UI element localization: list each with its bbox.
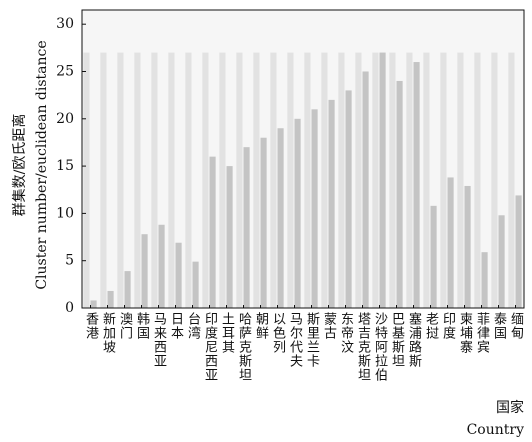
- x-tick-label: 韩国: [134, 312, 150, 340]
- bar: [474, 52, 481, 309]
- x-tick-label: 马来西亚: [151, 312, 167, 368]
- bar: [362, 71, 369, 308]
- bar: [481, 252, 488, 308]
- bar: [107, 290, 114, 308]
- x-axis-label: Country: [467, 422, 524, 438]
- x-tick-label: 东帝汶: [338, 312, 354, 354]
- y-tick-label: 25: [56, 63, 74, 79]
- x-tick-label: 沙特阿拉伯: [372, 312, 388, 382]
- x-tick-label: 缅甸: [508, 312, 524, 340]
- bar: [185, 52, 192, 309]
- bar: [491, 52, 498, 309]
- x-tick-label: 新加坡: [100, 311, 116, 354]
- x-tick-label: 香港: [83, 312, 99, 340]
- x-tick-label: 以色列: [270, 312, 286, 354]
- bar: [338, 52, 345, 309]
- bar: [226, 166, 233, 308]
- y-axis-label: 群集数/欧氏距离: [11, 114, 28, 217]
- bar: [151, 52, 158, 309]
- bar: [236, 52, 243, 309]
- bar: [134, 52, 141, 309]
- bar: [389, 52, 396, 309]
- bar: [498, 215, 505, 308]
- x-tick-label: 澳门: [117, 311, 133, 340]
- y-tick-label: 20: [56, 111, 74, 127]
- bar: [304, 52, 311, 309]
- x-tick-label: 斯里兰卡: [304, 312, 320, 368]
- bar: [440, 52, 447, 309]
- bar: [413, 62, 420, 309]
- x-tick-label: 蒙古: [321, 312, 337, 340]
- bar: [219, 52, 226, 309]
- bar: [175, 242, 182, 308]
- bar: [321, 52, 328, 309]
- bar: [124, 271, 131, 308]
- bar: [311, 109, 318, 308]
- bar: [379, 52, 386, 309]
- bar: [90, 300, 97, 308]
- bar: [192, 261, 199, 308]
- y-tick-label: 30: [56, 16, 74, 32]
- bar: [372, 52, 379, 309]
- x-tick-label: 菲律宾: [474, 312, 490, 354]
- bar: [117, 52, 124, 309]
- bar: [328, 99, 335, 308]
- bar: [253, 52, 260, 309]
- x-tick-label: 塔吉克斯坦: [355, 312, 371, 382]
- y-tick-label: 15: [56, 158, 74, 174]
- bar: [277, 128, 284, 308]
- x-tick-label: 巴基斯坦: [389, 312, 405, 368]
- x-tick-label: 马尔代夫: [287, 312, 303, 368]
- bar: [270, 52, 277, 309]
- bar: [355, 52, 362, 309]
- x-tick-label: 印度: [440, 312, 456, 340]
- x-tick-label: 朝鲜: [253, 312, 269, 340]
- bar: [457, 52, 464, 309]
- bar: [243, 147, 250, 308]
- bar: [508, 52, 515, 309]
- bar: [83, 52, 90, 309]
- x-tick-label: 台湾: [185, 312, 201, 340]
- x-tick-label: 泰国: [491, 312, 507, 340]
- x-tick-label: 塞浦路斯: [406, 311, 422, 368]
- plot-frame: [81, 9, 525, 309]
- bar: [287, 52, 294, 309]
- x-tick-label: 印度尼西亚: [202, 312, 218, 382]
- bar: [430, 205, 437, 308]
- bar: [202, 52, 209, 309]
- x-tick-label: 日本: [168, 312, 184, 340]
- bar: [209, 156, 216, 308]
- bar: [464, 185, 471, 308]
- bar: [396, 80, 403, 308]
- y-axis-label: Cluster number/euclidean distance: [34, 40, 50, 289]
- bar: [345, 90, 352, 309]
- bar: [294, 118, 301, 309]
- plot: [83, 52, 522, 309]
- y-tick-label: 10: [56, 205, 74, 221]
- bar: [447, 177, 454, 308]
- x-tick-label: 土耳其: [219, 312, 235, 354]
- bar: [168, 52, 175, 309]
- bar: [515, 195, 522, 308]
- bar: [423, 52, 430, 309]
- bar: [260, 137, 267, 308]
- bar: [406, 52, 413, 309]
- x-axis-label: 国家: [496, 399, 524, 416]
- bar: [100, 52, 107, 309]
- bar: [158, 224, 165, 308]
- y-tick-label: 0: [65, 300, 74, 316]
- x-tick-label: 哈萨克斯坦: [236, 312, 252, 382]
- bar: [141, 234, 148, 308]
- y-tick-label: 5: [65, 253, 74, 269]
- x-tick-label: 老挝: [423, 312, 439, 340]
- x-tick-label: 柬埔寨: [457, 312, 473, 354]
